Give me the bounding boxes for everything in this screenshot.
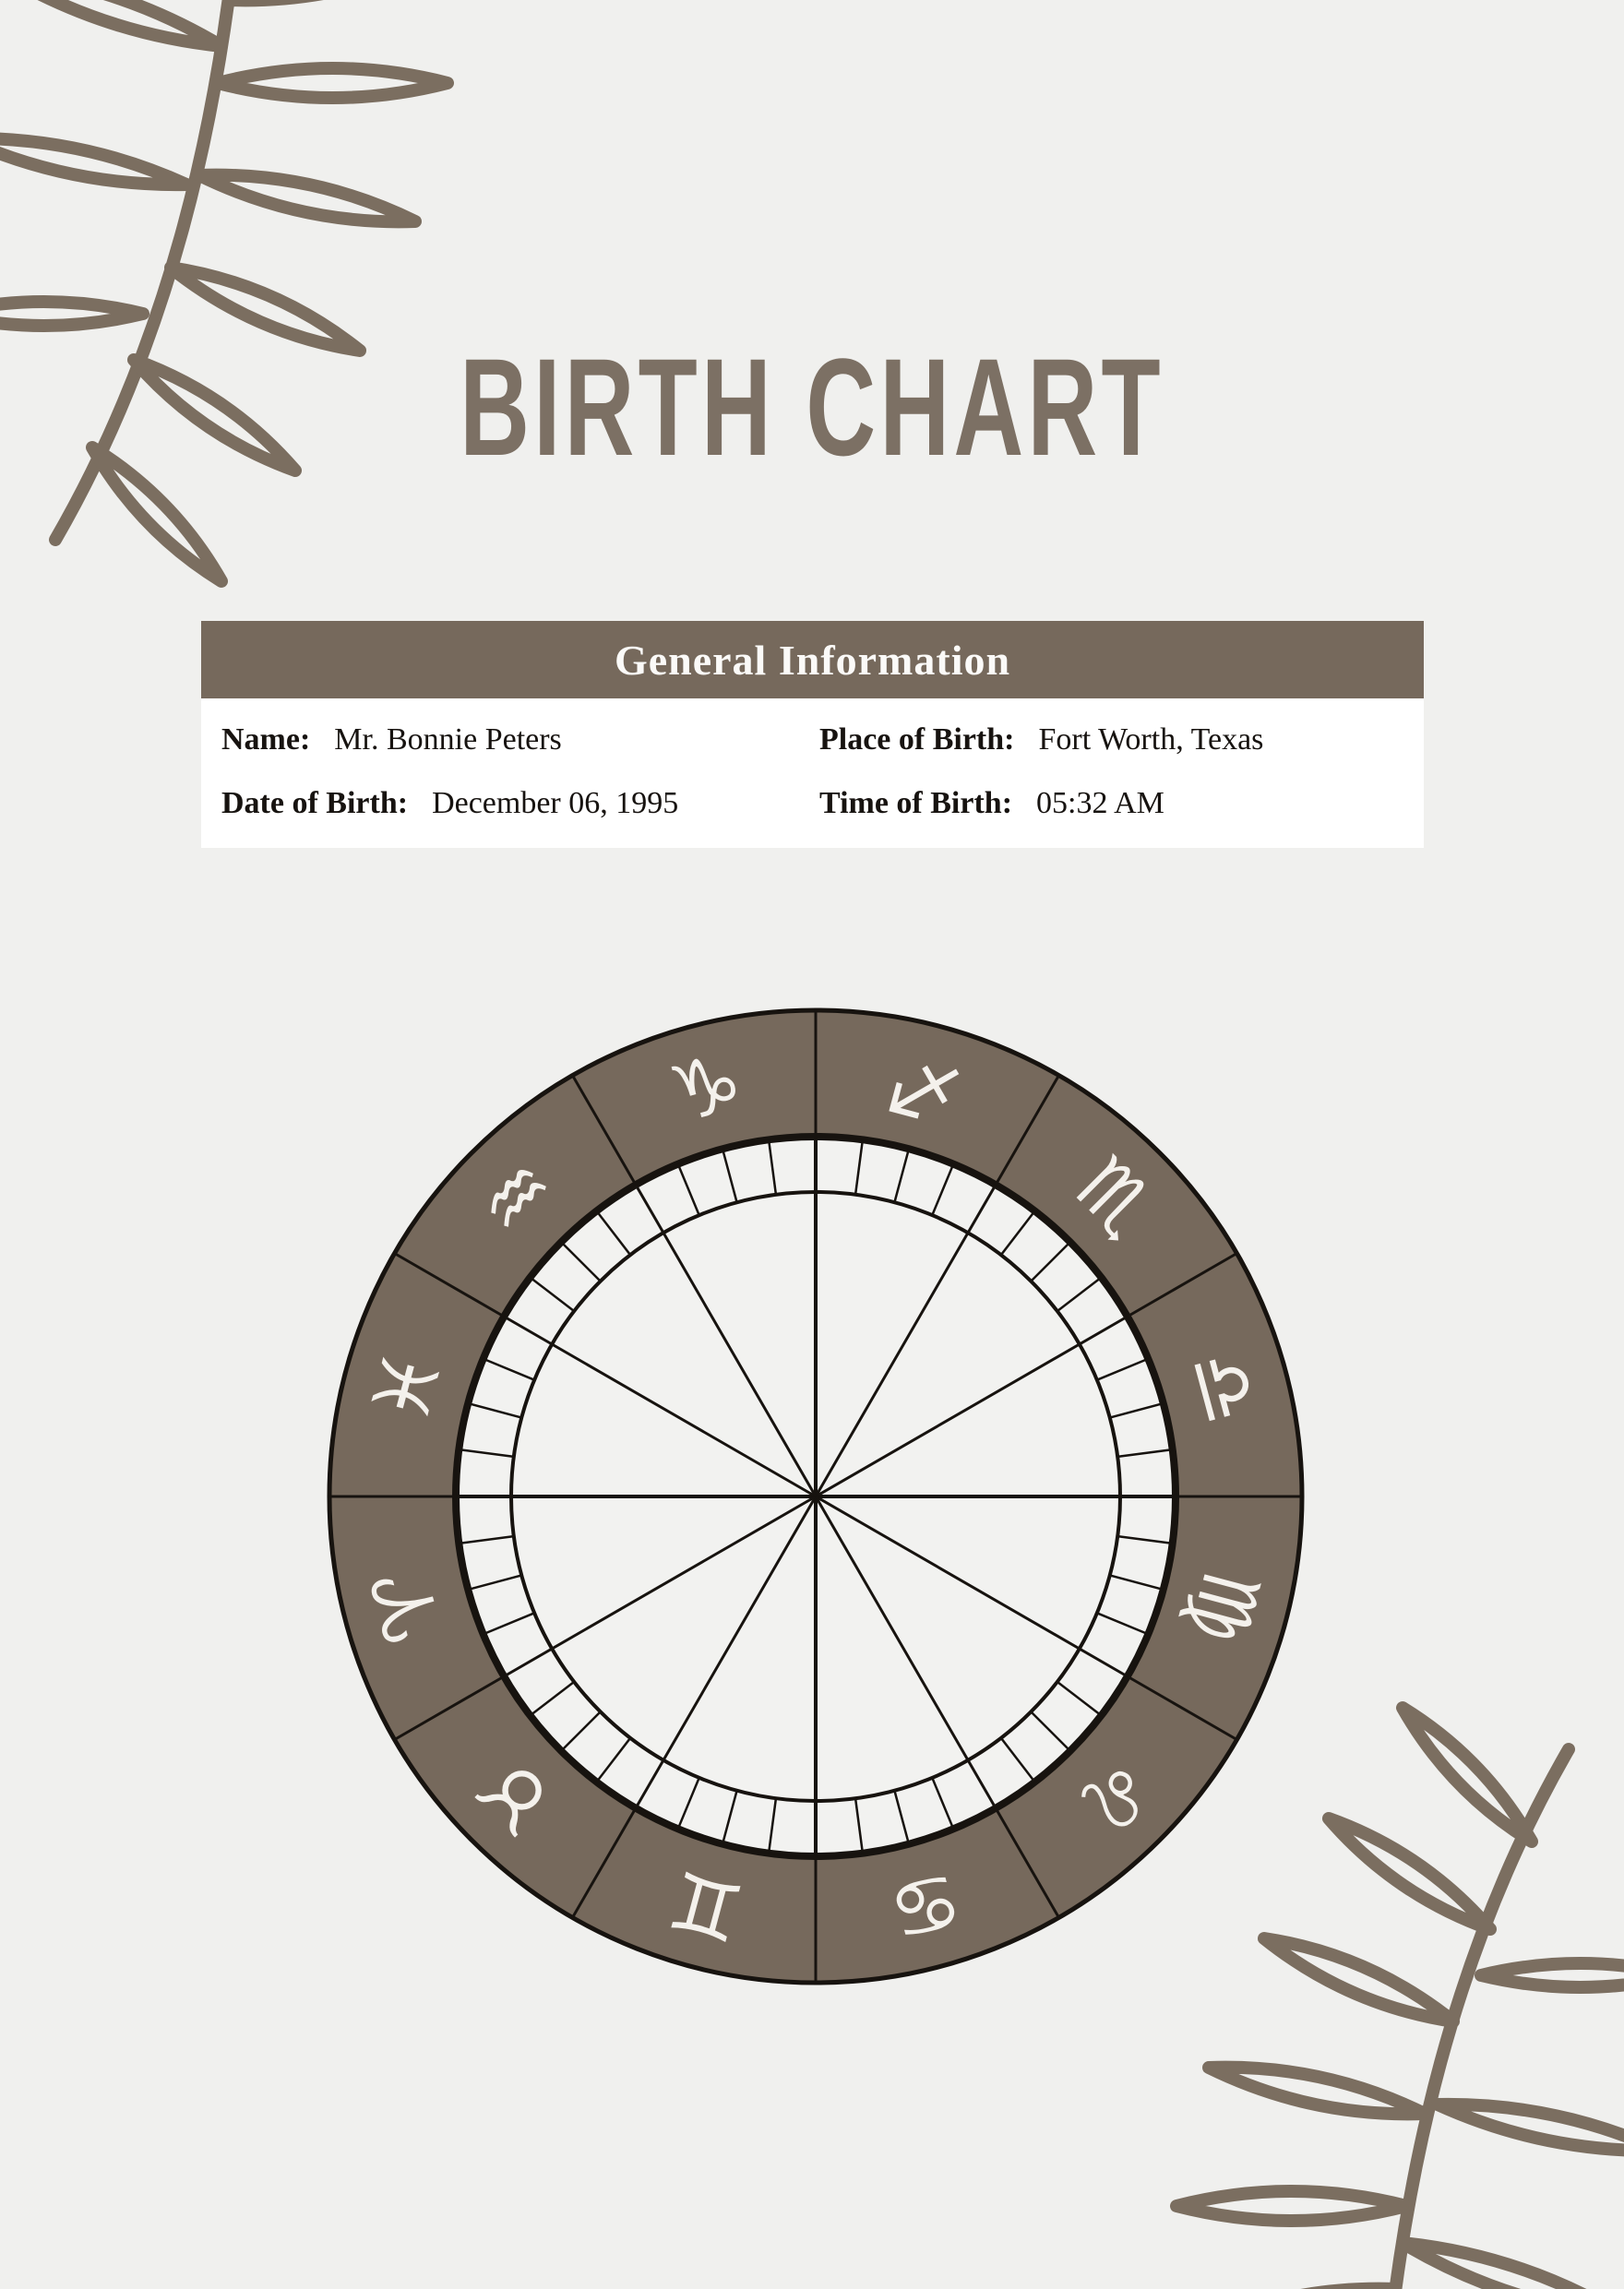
branch-leaf	[37, 0, 228, 53]
branch-leaf	[1431, 2097, 1624, 2157]
zodiac-wheel: ♐♏♎♍♌♋♊♉♈♓♒♑	[327, 1007, 1305, 1985]
branch-leaf	[1170, 2185, 1413, 2227]
field-place-of-birth-label: Place of Birth:	[819, 721, 1015, 757]
branch-leaf	[164, 261, 366, 357]
branch-leaf	[1202, 2060, 1431, 2121]
general-information-header: General Information	[201, 621, 1424, 698]
field-name-label: Name:	[221, 721, 311, 757]
field-name: Name: Mr. Bonnie Peters	[221, 708, 819, 771]
branch-leaf	[1396, 1701, 1538, 1848]
field-date-of-birth-label: Date of Birth:	[221, 785, 409, 820]
field-place-of-birth-value: Fort Worth, Texas	[1038, 721, 1264, 757]
branch-leaf	[0, 132, 193, 192]
general-information-panel: Name: Mr. Bonnie Peters Place of Birth: …	[201, 698, 1424, 848]
branch-leaf	[1396, 2236, 1587, 2289]
page-title: BIRTH CHART	[460, 329, 1164, 484]
field-time-of-birth-value: 05:32 AM	[1036, 785, 1164, 820]
field-time-of-birth-label: Time of Birth:	[819, 785, 1013, 820]
branch-leaf	[193, 168, 422, 229]
branch-stem	[1389, 1743, 1575, 2289]
branch-leaf	[211, 62, 454, 104]
leaf-branch-top-left-icon	[0, 0, 454, 588]
field-name-value: Mr. Bonnie Peters	[334, 721, 562, 757]
branch-leaf	[0, 295, 149, 332]
field-time-of-birth: Time of Birth: 05:32 AM	[819, 771, 1424, 835]
branch-leaf	[1322, 1812, 1497, 1936]
field-place-of-birth: Place of Birth: Fort Worth, Texas	[819, 708, 1424, 771]
branch-stem	[49, 0, 235, 546]
branch-leaf	[1475, 1957, 1624, 1994]
branch-leaf	[127, 353, 302, 477]
branch-leaf	[86, 441, 228, 588]
field-date-of-birth: Date of Birth: December 06, 1995	[221, 771, 819, 835]
field-date-of-birth-value: December 06, 1995	[432, 785, 679, 820]
